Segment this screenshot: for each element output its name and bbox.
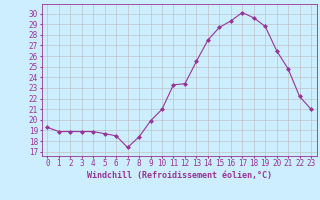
X-axis label: Windchill (Refroidissement éolien,°C): Windchill (Refroidissement éolien,°C): [87, 171, 272, 180]
